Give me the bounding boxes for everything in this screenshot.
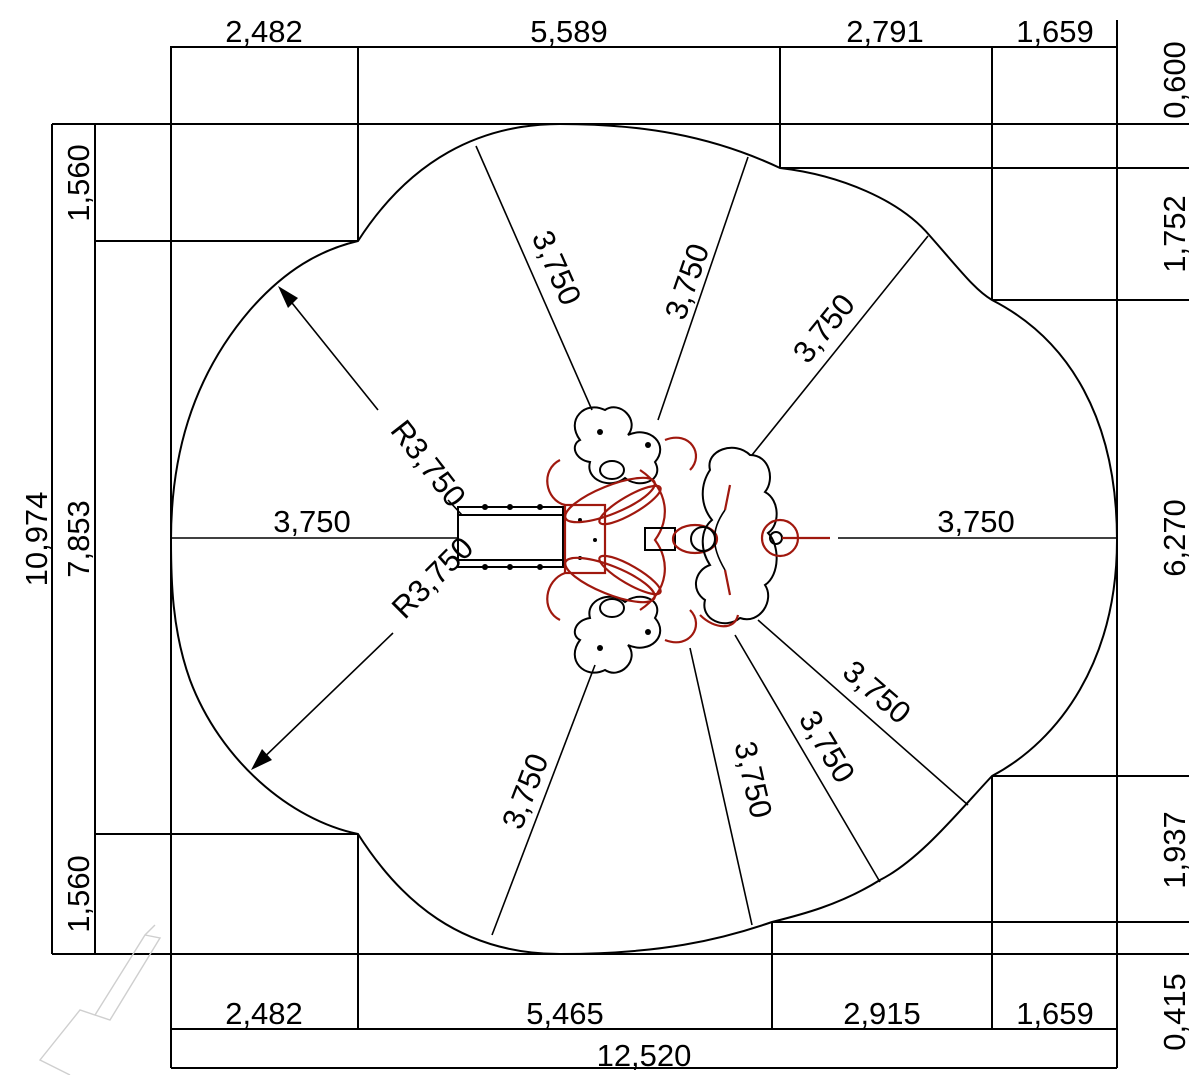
bottom-dim-2: 5,465 [526, 996, 604, 1031]
bottom-dim-4: 1,659 [1016, 996, 1094, 1031]
right-dim-2: 1,752 [1157, 195, 1189, 273]
bottom-dim-3: 2,915 [843, 996, 921, 1031]
spoke-label-top-left: 3,750 [525, 225, 589, 310]
top-dim-2: 5,589 [530, 14, 608, 49]
left-total: 10,974 [19, 492, 54, 587]
left-bottom: 1,560 [61, 855, 96, 933]
radial-spokes [171, 145, 1117, 936]
top-dim-3: 2,791 [846, 14, 924, 49]
right-dim-3: 6,270 [1157, 499, 1189, 577]
play-equipment [457, 406, 830, 674]
radius-label-upper: R3,750 [384, 413, 473, 513]
scale-figure [38, 924, 162, 1075]
right-dim-5: 0,415 [1157, 973, 1189, 1051]
spoke-label-bottom-mid-right: 3,750 [792, 704, 862, 789]
radius-label-lower: R3,750 [385, 530, 480, 625]
spoke-label-bottom-mid: 3,750 [727, 738, 779, 821]
dimension-frames [51, 20, 1189, 1069]
top-dim-4: 1,659 [1016, 14, 1094, 49]
right-dim-4: 1,937 [1157, 811, 1189, 889]
total-width: 12,520 [597, 1038, 692, 1073]
left-inner: 7,853 [61, 500, 96, 578]
spoke-label-left: 3,750 [273, 504, 351, 539]
top-dim-1: 2,482 [225, 14, 303, 49]
right-dim-1: 0,600 [1157, 41, 1189, 119]
bottom-dim-1: 2,482 [225, 996, 303, 1031]
spoke-label-top-mid: 3,750 [658, 239, 716, 324]
spoke-label-right: 3,750 [937, 504, 1015, 539]
left-top: 1,560 [61, 144, 96, 222]
spoke-label-top-right: 3,750 [786, 287, 862, 369]
safety-zone-outline [169, 122, 1119, 956]
spoke-label-bottom-right: 3,750 [836, 653, 918, 730]
